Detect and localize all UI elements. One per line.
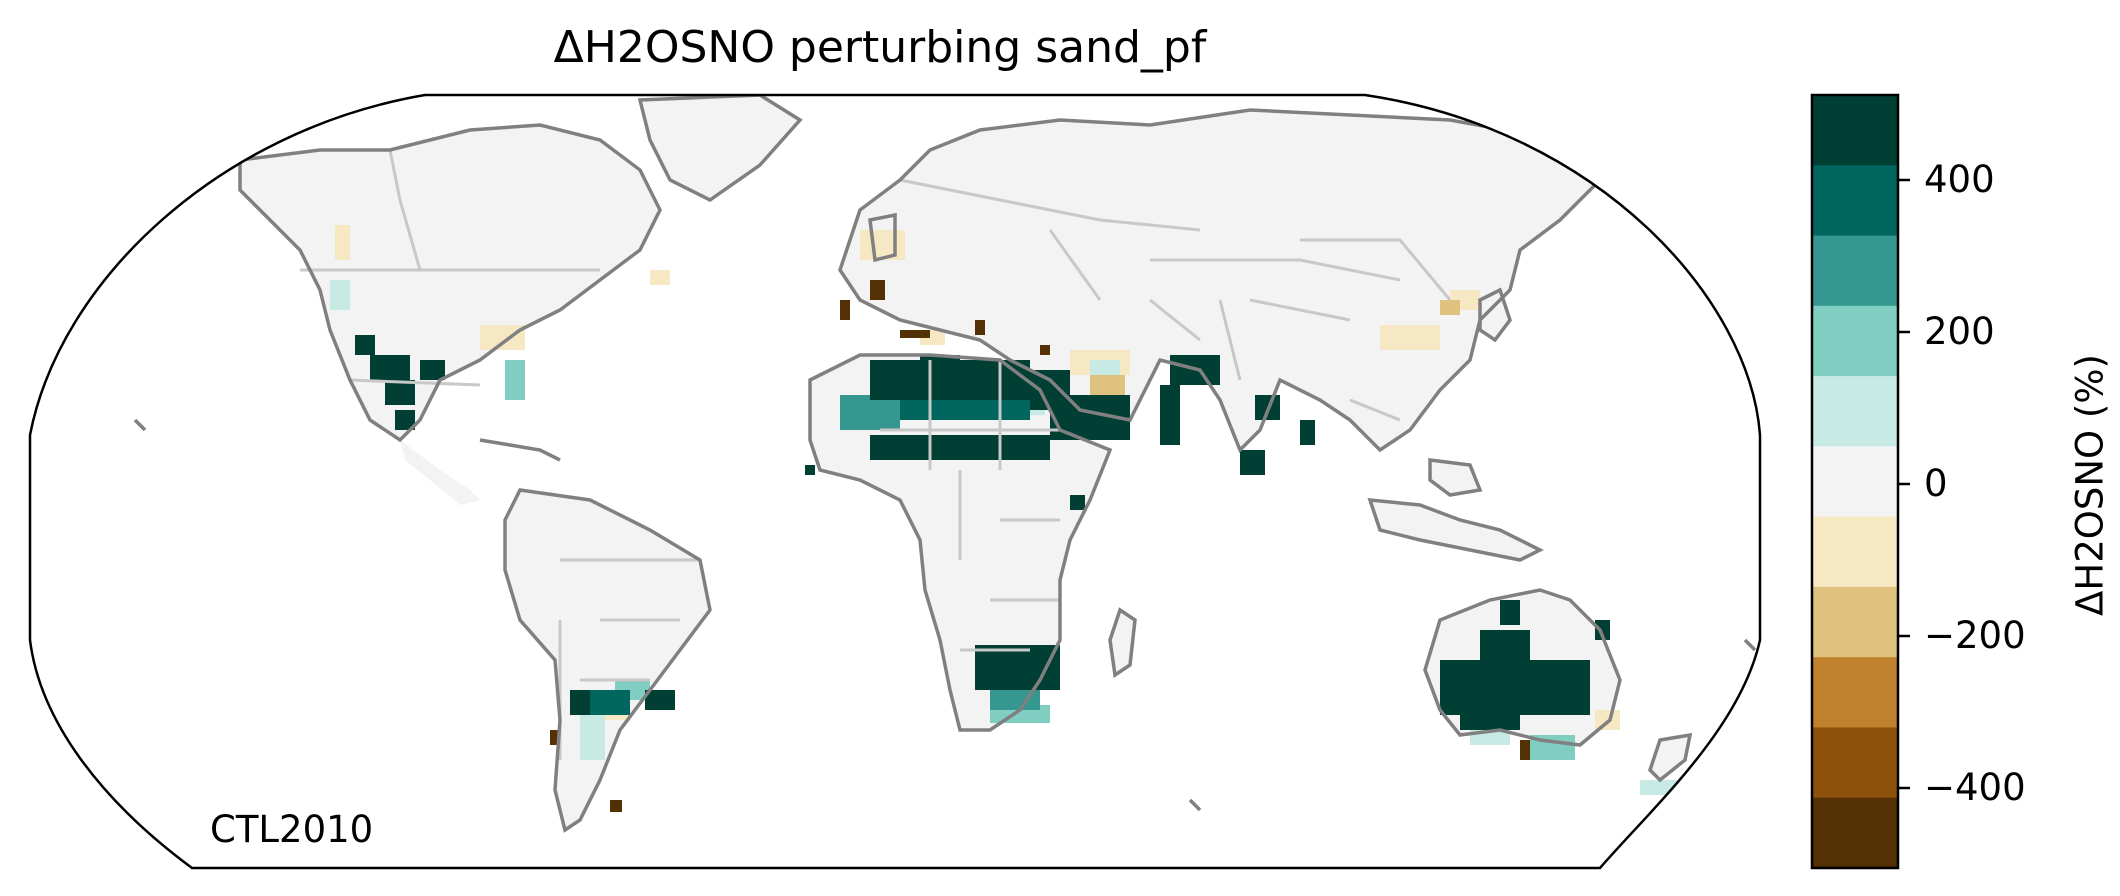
colorbar-bin bbox=[1812, 235, 1898, 307]
colorbar-bin bbox=[1812, 727, 1898, 799]
colorbar-bin bbox=[1812, 95, 1898, 166]
decrease-strong bbox=[550, 280, 1534, 812]
colorbar-ticks bbox=[1898, 178, 1910, 790]
colorbar-frame bbox=[1810, 93, 1900, 870]
colorbar-tick-label: 400 bbox=[1924, 158, 1995, 201]
decrease-moderate bbox=[1090, 300, 1460, 395]
increase-medium bbox=[840, 395, 1040, 710]
colorbar-title: ΔH2OSNO (%) bbox=[2068, 354, 2112, 616]
map-title: ΔH2OSNO perturbing sand_pf bbox=[553, 22, 1207, 73]
colorbar-bins bbox=[1812, 95, 1898, 869]
map-frame bbox=[28, 93, 1762, 870]
colorbar-tick-label: −400 bbox=[1924, 766, 2026, 809]
colorbar-tick-label: 0 bbox=[1924, 462, 1948, 505]
colorbar-bin bbox=[1812, 516, 1898, 588]
coastlines bbox=[133, 95, 1757, 833]
colorbar-bin bbox=[1812, 376, 1898, 447]
colorbar-bin bbox=[1812, 446, 1898, 518]
colorbar-bin bbox=[1812, 165, 1898, 237]
colorbar-bin bbox=[1812, 586, 1898, 658]
country-borders bbox=[300, 149, 1452, 760]
colorbar-tick-label: −200 bbox=[1924, 614, 2026, 657]
run-label: CTL2010 bbox=[210, 808, 374, 851]
colorbar-bin bbox=[1812, 305, 1898, 377]
colorbar-bin bbox=[1812, 657, 1898, 728]
colorbar-bin bbox=[1812, 797, 1898, 869]
colorbar-tick-label: 200 bbox=[1924, 310, 1995, 353]
decrease-slight bbox=[335, 225, 1620, 730]
